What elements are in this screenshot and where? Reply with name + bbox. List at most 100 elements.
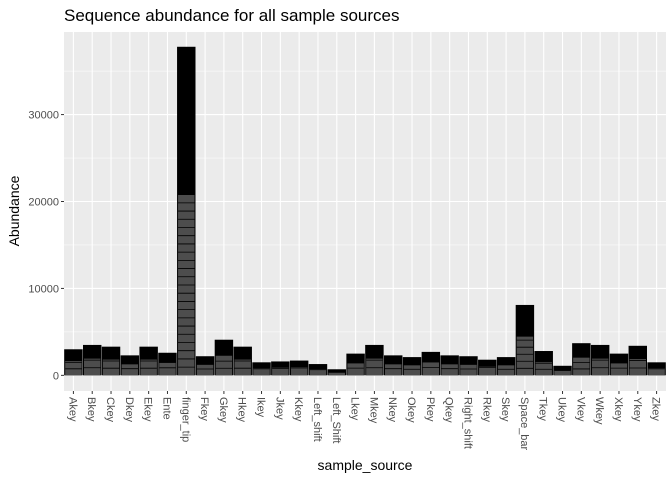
- x-tick-label: Akey: [66, 397, 78, 422]
- bar-lower-segment: [422, 362, 440, 376]
- x-tick-label: Gkey: [217, 397, 229, 423]
- x-tick-label: Hkey: [236, 397, 248, 423]
- x-tick-label: Ukey: [556, 397, 568, 423]
- bar-lower-segment: [140, 359, 157, 376]
- x-tick-label: Xkey: [612, 397, 624, 422]
- bar-lower-segment: [328, 372, 345, 376]
- bar-lower-segment: [121, 364, 139, 376]
- bar-Ykey: [628, 345, 647, 376]
- bar-lower-segment: [516, 336, 534, 376]
- bar-lower-segment: [102, 359, 120, 376]
- bar-Skey: [496, 357, 516, 376]
- bar-Ckey: [101, 346, 121, 376]
- bar-Left_shift: [308, 364, 328, 376]
- y-tick-label: 10000: [28, 283, 59, 295]
- bar-Nkey: [384, 355, 403, 376]
- x-axis-title: sample_source: [318, 457, 413, 473]
- y-axis-title: Abundance: [6, 175, 22, 246]
- x-tick-label: Space_bar: [518, 397, 530, 451]
- bar-Ikey: [252, 362, 271, 376]
- bar-lower-segment: [385, 364, 402, 376]
- bar-lower-segment: [648, 368, 665, 376]
- chart-title: Sequence abundance for all sample source…: [64, 6, 400, 25]
- bar-Ekey: [139, 346, 158, 376]
- bar-lower-segment: [573, 357, 590, 376]
- x-tick-label: Lkey: [349, 397, 361, 421]
- bar-lower-segment: [554, 370, 571, 376]
- bar-Fkey: [195, 356, 215, 376]
- x-tick-label: Right_shift: [461, 397, 473, 449]
- bar-Bkey: [83, 344, 102, 376]
- x-tick-label: Pkey: [424, 397, 436, 422]
- bar-lower-segment: [215, 355, 233, 376]
- x-tick-label: finger_tip: [179, 397, 191, 442]
- bar-Wkey: [590, 344, 610, 376]
- bar-Okey: [402, 357, 422, 376]
- bar-lower-segment: [629, 359, 646, 376]
- bar-lower-segment: [535, 361, 552, 376]
- bar-Tkey: [534, 351, 553, 376]
- bar-Jkey: [271, 361, 290, 376]
- bar-lower-segment: [84, 358, 101, 376]
- bar-lower-segment: [441, 364, 458, 376]
- y-tick-label: 20000: [28, 197, 59, 209]
- y-tick-label: 30000: [28, 110, 59, 122]
- bar-lower-segment: [309, 369, 327, 376]
- bar-Left_Shift: [327, 369, 346, 376]
- bar-Space_bar: [515, 304, 535, 376]
- x-tick-label: Kkey: [292, 397, 304, 422]
- bar-Akey: [64, 349, 83, 376]
- x-tick-label: Left_Shift: [330, 397, 342, 443]
- x-tick-label: Fkey: [198, 397, 210, 421]
- bar-lower-segment: [403, 365, 421, 376]
- bar-Hkey: [233, 346, 252, 376]
- bar-lower-segment: [253, 368, 270, 376]
- grid-lines: [64, 32, 666, 391]
- x-axis: Akey Bkey Ckey Dkey Ekey Ente finger_tip Fkey Gk…: [66, 391, 662, 451]
- x-tick-label: Jkey: [273, 397, 285, 420]
- bar-lower-segment: [234, 359, 251, 376]
- bar-Dkey: [120, 355, 140, 376]
- bar-lower-segment: [591, 358, 609, 376]
- y-axis: 0 10000 20000 30000: [28, 110, 64, 382]
- bars-group: [64, 46, 666, 376]
- bar-Xkey: [609, 353, 629, 376]
- bar-Pkey: [421, 351, 441, 376]
- x-tick-label: Skey: [499, 397, 511, 422]
- x-tick-label: Vkey: [574, 397, 586, 422]
- y-tick-label: 0: [53, 370, 59, 382]
- x-tick-label: Nkey: [386, 397, 398, 423]
- x-tick-label: Wkey: [593, 397, 605, 425]
- bar-Right_shift: [459, 356, 478, 376]
- x-tick-label: Zkey: [650, 397, 662, 421]
- x-tick-label: Ckey: [104, 397, 116, 423]
- bar-Zkey: [647, 362, 666, 376]
- bar-lower-segment: [460, 364, 477, 376]
- x-tick-label: Rkey: [480, 397, 492, 423]
- bar-Ente: [158, 352, 177, 376]
- bar-Ukey: [553, 365, 572, 376]
- bar-lower-segment: [497, 365, 515, 376]
- bar-lower-segment: [290, 367, 308, 376]
- x-tick-label: Ente: [160, 397, 172, 420]
- x-tick-label: Qkey: [443, 397, 455, 423]
- bar-lower-segment: [479, 366, 496, 376]
- bar-Gkey: [214, 339, 234, 376]
- bar-lower-segment: [159, 362, 176, 376]
- x-tick-label: Dkey: [123, 397, 135, 423]
- x-tick-label: Left_shift: [311, 397, 323, 442]
- bar-Rkey: [478, 359, 497, 376]
- bar-lower-segment: [366, 358, 383, 376]
- bar-lower-segment: [347, 363, 364, 376]
- x-tick-label: Okey: [405, 397, 417, 423]
- bar-Qkey: [440, 355, 459, 376]
- bar-Vkey: [572, 343, 591, 376]
- bar-Lkey: [346, 353, 365, 376]
- bar-lower-segment: [610, 363, 628, 376]
- x-tick-label: Ikey: [255, 397, 267, 418]
- bar-lower-segment: [196, 364, 214, 376]
- bar-finger_tip: [177, 46, 196, 376]
- bar-Kkey: [289, 360, 309, 376]
- x-tick-label: Tkey: [537, 397, 549, 421]
